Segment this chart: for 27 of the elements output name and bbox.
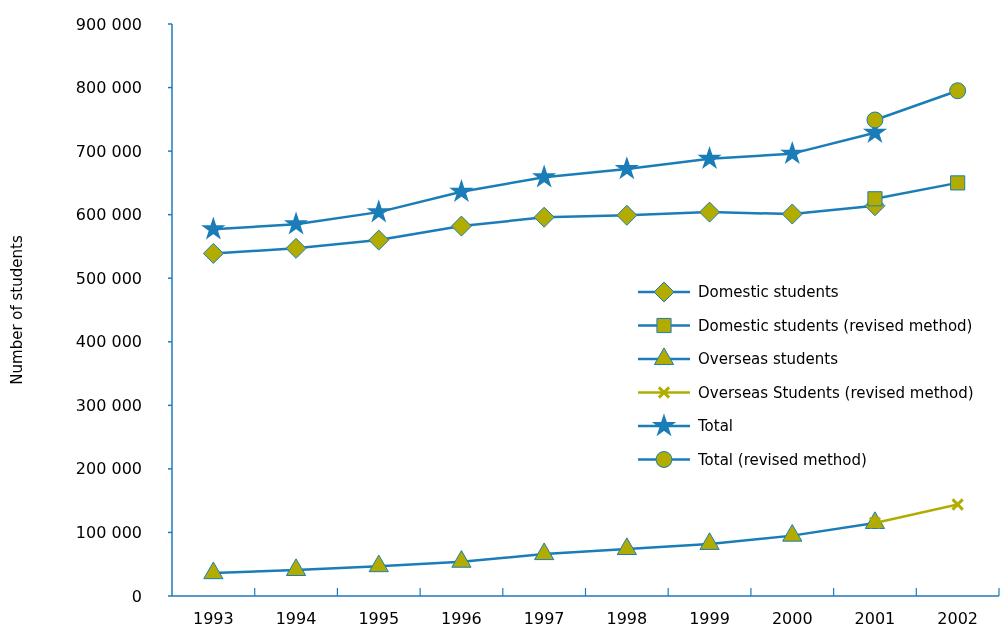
y-tick-label: 800 000 [75, 78, 142, 98]
y-tick-label: 100 000 [75, 523, 142, 543]
y-tick-label: 200 000 [75, 459, 142, 479]
legend-label: Domestic students (revised method) [698, 316, 973, 335]
legend-label: Total [697, 417, 734, 436]
y-tick-label: 900 000 [75, 14, 142, 34]
y-tick-label: 0 [131, 586, 142, 606]
x-tick-label: 1995 [358, 609, 400, 628]
y-tick-label: 600 000 [75, 205, 142, 225]
legend-label: Overseas Students (revised method) [698, 383, 974, 402]
legend-label: Total (revised method) [697, 450, 867, 469]
x-tick-label: 2000 [771, 609, 813, 628]
legend-label: Domestic students [698, 283, 839, 302]
x-tick-label: 2002 [937, 609, 979, 628]
x-tick-label: 1994 [275, 609, 317, 628]
x-tick-label: 1997 [523, 609, 565, 628]
y-axis-title: Number of students [8, 235, 26, 385]
x-tick-label: 2001 [854, 609, 896, 628]
y-tick-label: 400 000 [75, 332, 142, 352]
x-tick-label: 1998 [606, 609, 648, 628]
y-tick-label: 700 000 [75, 141, 142, 161]
legend-label: Overseas students [698, 350, 839, 369]
x-tick-label: 1996 [441, 609, 482, 628]
x-tick-label: 1999 [689, 609, 730, 628]
y-tick-label: 500 000 [75, 268, 142, 288]
y-tick-label: 300 000 [75, 395, 142, 415]
x-tick-label: 1993 [192, 609, 234, 628]
